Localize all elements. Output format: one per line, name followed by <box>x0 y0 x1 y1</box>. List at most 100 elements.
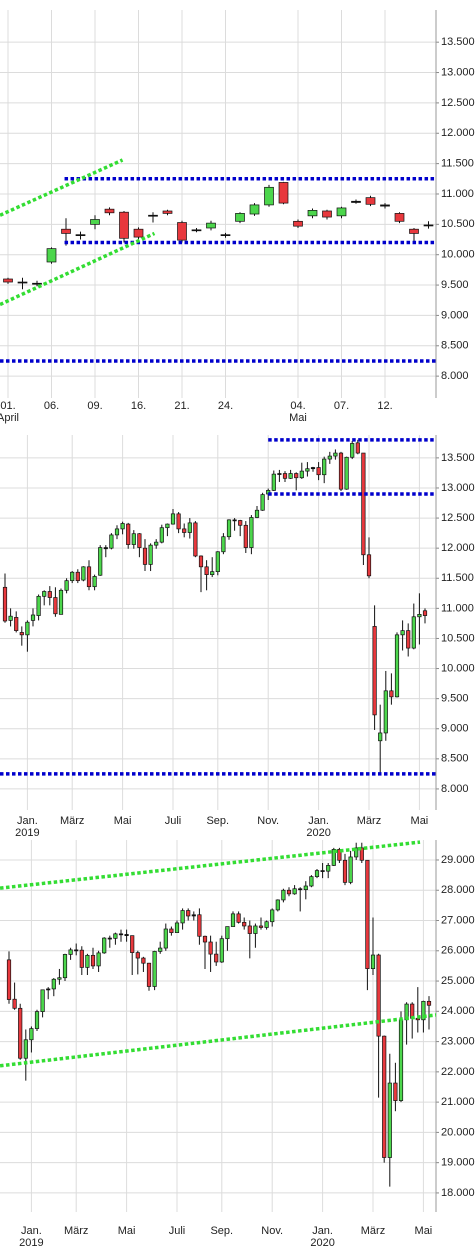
candle-body <box>96 952 101 967</box>
candle-body <box>64 580 69 591</box>
candle-body <box>331 849 336 866</box>
candle-body <box>378 732 383 742</box>
candle-body <box>124 934 129 936</box>
candle-body <box>238 520 243 526</box>
x-group-label: April <box>0 412 19 424</box>
candle-body <box>98 547 103 576</box>
candle-body <box>133 228 144 238</box>
candle-body <box>146 962 152 987</box>
candle-body <box>270 909 275 923</box>
candle-body <box>320 870 325 872</box>
candle-body <box>264 921 269 928</box>
trend-line <box>0 158 124 217</box>
candle-body <box>113 933 118 939</box>
candle-body <box>131 533 136 545</box>
candle-body <box>409 228 419 234</box>
candle-body <box>333 452 338 457</box>
candle-body <box>303 885 308 890</box>
x-group-label: 2019 <box>15 827 39 839</box>
candle-body <box>235 213 245 222</box>
candle-body <box>120 523 125 530</box>
y-tick-label: 18.000 <box>441 1187 475 1199</box>
candle-body <box>344 456 349 490</box>
candle-body <box>62 954 68 979</box>
y-tick-label: 13.000 <box>441 66 475 78</box>
candle-body <box>309 876 314 887</box>
candle-body <box>266 490 271 495</box>
candle-body <box>322 210 332 218</box>
y-tick-label: 28.000 <box>441 884 475 896</box>
x-tick-label: Nov. <box>261 1225 283 1237</box>
x-group-label: 2020 <box>306 827 330 839</box>
candle-body <box>253 925 258 934</box>
y-tick-label: 27.000 <box>441 914 475 926</box>
candle-body <box>348 856 353 883</box>
candle-body <box>202 935 208 943</box>
candle-body <box>154 541 159 546</box>
candle-body <box>109 534 114 549</box>
x-tick-label: Juli <box>169 1225 186 1237</box>
candle-body <box>180 910 185 924</box>
x-tick-label: März <box>361 1225 385 1237</box>
candle-body <box>193 522 198 557</box>
candle-body <box>162 210 173 214</box>
candle-body <box>92 576 97 588</box>
y-tick-label: 13.500 <box>441 452 475 464</box>
candle-body <box>406 630 411 649</box>
candle-body <box>236 913 241 923</box>
candle-body <box>204 566 209 575</box>
candle-body <box>282 473 288 479</box>
candle-body <box>79 949 84 968</box>
candle-body <box>387 1082 392 1158</box>
y-tick-label: 9.000 <box>441 309 469 321</box>
candle-body <box>85 954 90 968</box>
candle-body <box>36 595 41 616</box>
x-tick-label: 09. <box>87 400 102 412</box>
y-tick-label: 8.500 <box>441 340 469 352</box>
candle-body <box>316 467 321 476</box>
candle-body <box>32 282 42 285</box>
candle-body <box>370 954 376 969</box>
candle-body <box>286 889 292 895</box>
y-tick-label: 10.500 <box>441 632 475 644</box>
y-tick-label: 20.000 <box>441 1126 475 1138</box>
candle-body <box>86 566 92 588</box>
candle-body <box>394 213 405 222</box>
candle-body <box>294 473 299 479</box>
y-tick-label: 11.500 <box>441 158 474 170</box>
candle-body <box>159 527 164 543</box>
candle-body <box>118 933 124 936</box>
candle-body <box>281 889 286 901</box>
y-tick-label: 12.000 <box>441 542 475 554</box>
candle-body <box>232 519 237 522</box>
y-tick-label: 23.000 <box>441 1035 475 1047</box>
trend-line <box>0 231 156 307</box>
x-tick-label: 04. <box>290 400 305 412</box>
candle-body <box>46 988 51 991</box>
candle-body <box>337 849 342 861</box>
candle-body <box>314 870 320 877</box>
candle-body <box>230 913 236 927</box>
plot-area <box>0 840 436 1187</box>
candle-body <box>359 847 364 861</box>
y-tick-label: 24.000 <box>441 1005 475 1017</box>
candle-body <box>25 621 30 636</box>
candle-body <box>215 551 220 572</box>
candle-body <box>247 925 252 934</box>
candle-body <box>102 937 107 954</box>
x-group-label: 2020 <box>310 1237 334 1249</box>
y-tick-label: 22.000 <box>441 1066 475 1078</box>
x-tick-label: März <box>64 1225 88 1237</box>
candle-body <box>210 571 215 575</box>
x-group-label: Mai <box>289 412 307 424</box>
candle-body <box>365 197 376 205</box>
x-tick-label: März <box>357 815 381 827</box>
candle-body <box>40 989 45 1012</box>
candle-body <box>165 523 170 529</box>
x-tick-label: Sep. <box>206 815 229 827</box>
candle-body <box>23 1039 28 1059</box>
candle-body <box>141 957 146 964</box>
candle-body <box>186 910 191 917</box>
candle-body <box>242 921 247 927</box>
candle-body <box>350 443 355 458</box>
